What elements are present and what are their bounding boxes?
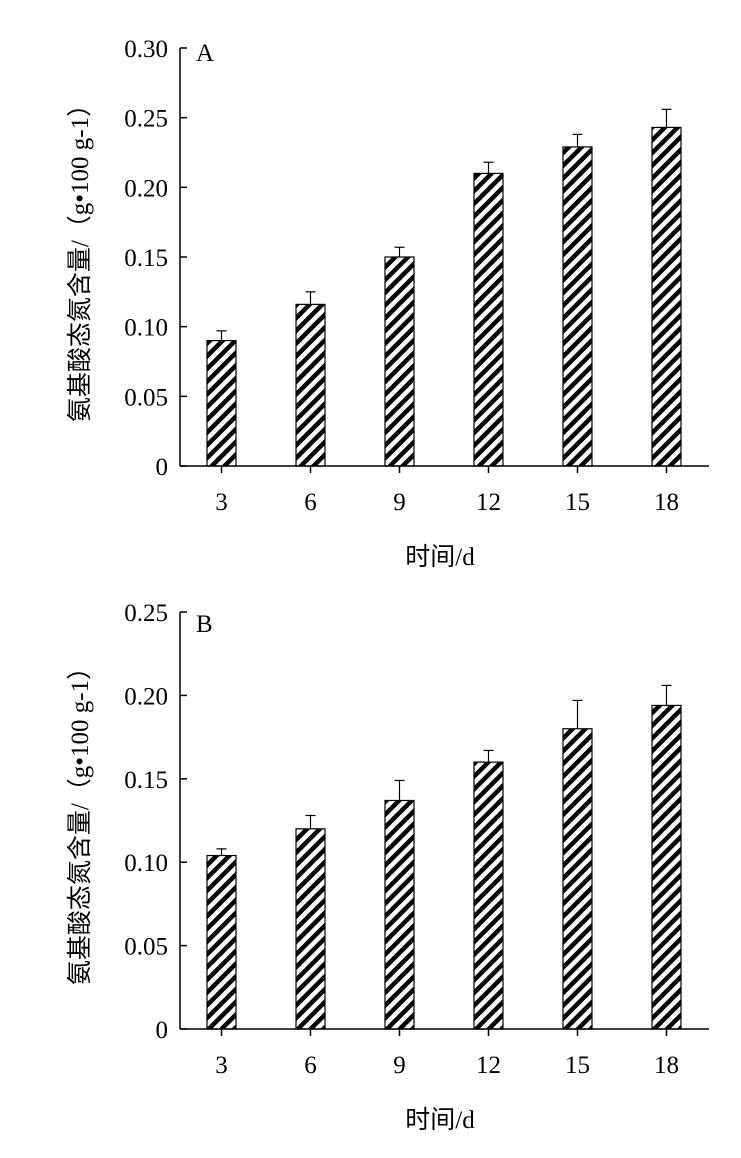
y-tick-label-b: 0.05 (124, 934, 168, 961)
error-bar-b (394, 779, 405, 801)
bars-a (206, 108, 682, 467)
error-bar-a (216, 330, 227, 341)
error-bar-a (661, 108, 672, 128)
error-bar-a (483, 161, 494, 174)
y-tick-label-a: 0 (156, 454, 169, 481)
y-axis-label-b: 氨基酸态氮含量/（g•100 g-1） (66, 655, 94, 985)
y-tick-label-a: 0.20 (124, 175, 168, 202)
y-tick-label-a: 0.30 (124, 36, 168, 63)
bar-b (562, 728, 593, 1030)
y-tick-label-b: 0.20 (124, 683, 168, 710)
bar-a (384, 256, 415, 467)
y-tick-label-a: 0.15 (124, 245, 168, 272)
y-tick-label-b: 0.10 (124, 850, 168, 877)
y-axis-label-a: 氨基酸态氮含量/（g•100 g-1） (66, 92, 94, 422)
y-tick-label-b: 0 (156, 1017, 169, 1044)
y-tick-label-a: 0.05 (124, 384, 168, 411)
panel-label-b: B (196, 611, 213, 638)
x-tick-label-b: 3 (215, 1052, 228, 1079)
y-axis-ticks-b: 0 0.05 0.10 0.15 0.20 0.25 (124, 600, 187, 1044)
bars-b (206, 684, 682, 1030)
x-tick-label-a: 6 (304, 489, 317, 516)
y-axis-ticks-a: 0 0.05 0.10 0.15 0.20 0.25 0.30 (124, 36, 187, 481)
y-tick-label-b: 0.25 (124, 600, 168, 627)
error-bar-a (394, 246, 405, 257)
bar-b (295, 828, 326, 1030)
x-tick-label-b: 12 (476, 1052, 501, 1079)
x-axis-label-b: 时间/d (405, 1106, 475, 1134)
y-tick-label-b: 0.15 (124, 767, 168, 794)
panel-a: A 0 0.05 0.10 0.15 0.20 0.25 0.30 3 6 9 12 15 18 时间… (66, 36, 709, 571)
bar-a (206, 340, 237, 467)
x-tick-label-a: 12 (476, 489, 501, 516)
panel-label-a: A (196, 40, 214, 67)
error-bar-b (216, 848, 227, 856)
error-bar-b (305, 814, 316, 829)
x-tick-label-a: 18 (654, 489, 679, 516)
error-bar-a (572, 133, 583, 147)
y-tick-label-a: 0.10 (124, 315, 168, 342)
error-bar-a (305, 291, 316, 305)
x-axis-ticks-b: 3 6 9 12 15 18 (215, 1029, 679, 1079)
bar-b (651, 704, 682, 1030)
x-axis-ticks-a: 3 6 9 12 15 18 (215, 466, 679, 516)
x-axis-label-a: 时间/d (405, 543, 475, 571)
error-bar-b (661, 684, 672, 706)
x-tick-label-b: 9 (393, 1052, 406, 1079)
error-bar-b (572, 699, 583, 729)
error-bar-b (483, 749, 494, 763)
bar-b (384, 799, 415, 1030)
x-tick-label-a: 3 (215, 489, 228, 516)
bar-a (651, 126, 682, 467)
bar-a (473, 172, 504, 467)
y-tick-label-a: 0.25 (124, 106, 168, 133)
x-tick-label-a: 9 (393, 489, 406, 516)
panel-b: B 0 0.05 0.10 0.15 0.20 0.25 3 6 9 12 15 18 时间/d 氨… (66, 600, 709, 1134)
bar-b (206, 854, 237, 1030)
bar-a (295, 303, 326, 467)
bar-b (473, 761, 504, 1030)
x-tick-label-a: 15 (565, 489, 590, 516)
x-tick-label-b: 15 (565, 1052, 590, 1079)
x-tick-label-b: 6 (304, 1052, 317, 1079)
bar-a (562, 146, 593, 467)
x-tick-label-b: 18 (654, 1052, 679, 1079)
